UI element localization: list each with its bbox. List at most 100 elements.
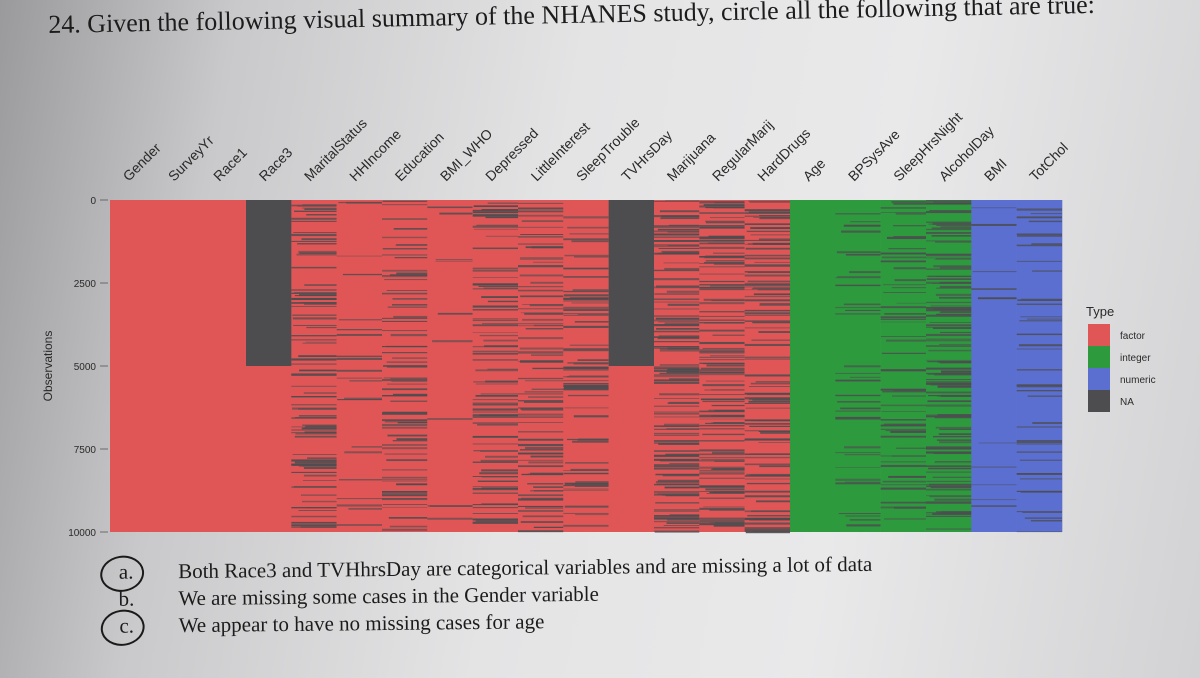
missing-mark xyxy=(574,321,609,323)
missing-mark xyxy=(926,333,972,337)
missing-mark xyxy=(744,345,790,346)
missing-mark xyxy=(655,502,700,504)
missing-mark xyxy=(518,325,564,327)
missing-mark xyxy=(699,517,745,520)
missing-mark xyxy=(929,210,972,212)
missing-mark xyxy=(759,303,790,306)
missing-mark xyxy=(659,210,700,213)
missing-mark xyxy=(702,384,745,387)
missing-mark xyxy=(472,408,518,410)
missing-mark xyxy=(880,419,926,421)
missing-mark xyxy=(654,531,700,533)
missing-mark xyxy=(930,486,972,489)
missing-mark xyxy=(472,410,518,412)
missing-mark xyxy=(837,401,881,403)
missing-mark xyxy=(710,285,745,287)
missing-mark xyxy=(396,438,428,441)
missing-mark xyxy=(659,372,700,375)
missing-mark xyxy=(880,487,926,490)
missing-mark xyxy=(1019,320,1062,322)
missing-mark xyxy=(472,225,518,228)
missing-mark xyxy=(291,297,337,301)
missing-mark xyxy=(530,455,564,458)
missing-mark xyxy=(835,277,881,279)
missing-mark xyxy=(1016,390,1062,392)
missing-mark xyxy=(744,374,790,377)
column-cell-littleinterest xyxy=(518,200,564,532)
missing-mark xyxy=(928,309,972,310)
missing-mark xyxy=(351,446,382,448)
missing-mark xyxy=(654,347,700,349)
missing-mark xyxy=(518,422,564,423)
missing-mark xyxy=(472,288,518,290)
missing-mark xyxy=(654,376,700,378)
missing-mark xyxy=(382,248,428,250)
missing-mark xyxy=(893,202,926,205)
missing-mark xyxy=(291,460,337,462)
column-cell-depressed xyxy=(472,200,519,532)
missing-mark xyxy=(472,214,518,216)
missing-mark xyxy=(524,312,564,315)
missing-mark xyxy=(382,276,428,278)
missing-mark xyxy=(564,254,609,257)
missing-mark xyxy=(843,303,881,306)
missing-mark xyxy=(569,344,609,346)
missing-mark xyxy=(338,319,382,321)
missing-mark xyxy=(520,257,564,259)
missing-mark xyxy=(563,489,609,491)
missing-mark xyxy=(937,414,972,417)
column-cell-age xyxy=(790,200,836,532)
missing-mark xyxy=(384,420,428,423)
missing-mark xyxy=(664,486,700,489)
missing-mark xyxy=(382,218,428,220)
missing-mark xyxy=(880,319,926,320)
missing-mark xyxy=(382,330,428,332)
missing-mark xyxy=(1016,473,1062,475)
missing-mark xyxy=(520,521,564,523)
missing-mark xyxy=(758,331,790,333)
missing-mark xyxy=(303,392,337,394)
missing-mark xyxy=(427,418,473,420)
missing-mark xyxy=(939,343,972,345)
missing-mark xyxy=(881,352,926,354)
missing-mark xyxy=(291,266,337,269)
missing-mark xyxy=(699,225,745,227)
missing-mark xyxy=(744,403,790,404)
missing-mark xyxy=(660,217,700,220)
missing-mark xyxy=(1032,270,1062,272)
missing-mark xyxy=(473,228,518,230)
missing-mark xyxy=(291,507,337,509)
missing-mark xyxy=(477,480,518,482)
missing-mark xyxy=(753,530,790,532)
missing-mark xyxy=(569,297,609,299)
missing-mark xyxy=(397,421,428,424)
missing-mark xyxy=(487,300,518,303)
missing-mark xyxy=(744,271,790,273)
missing-mark xyxy=(382,491,428,493)
heatmap-column-bmi xyxy=(971,200,1017,532)
missing-mark xyxy=(475,520,518,523)
missing-mark xyxy=(654,510,700,512)
missing-mark xyxy=(663,423,700,426)
missing-mark xyxy=(661,493,700,496)
missing-mark xyxy=(1016,216,1062,219)
missing-mark xyxy=(386,361,428,363)
missing-mark xyxy=(744,254,790,257)
missing-mark xyxy=(713,239,745,242)
column-cell-surveyyr xyxy=(155,200,201,532)
missing-mark xyxy=(382,476,428,479)
missing-mark xyxy=(699,425,745,427)
missing-mark xyxy=(745,247,790,250)
legend-swatch-integer xyxy=(1088,346,1110,368)
missing-mark xyxy=(654,459,700,460)
missing-mark xyxy=(563,383,609,385)
heatmap-column-sleephrsnight xyxy=(880,200,927,532)
missing-mark xyxy=(926,211,972,214)
missing-mark xyxy=(659,348,700,350)
missing-mark xyxy=(661,250,700,253)
missing-mark xyxy=(519,258,564,260)
missing-mark xyxy=(291,426,337,428)
missing-mark xyxy=(746,230,790,233)
missing-mark xyxy=(845,481,881,483)
missing-mark xyxy=(888,475,926,478)
